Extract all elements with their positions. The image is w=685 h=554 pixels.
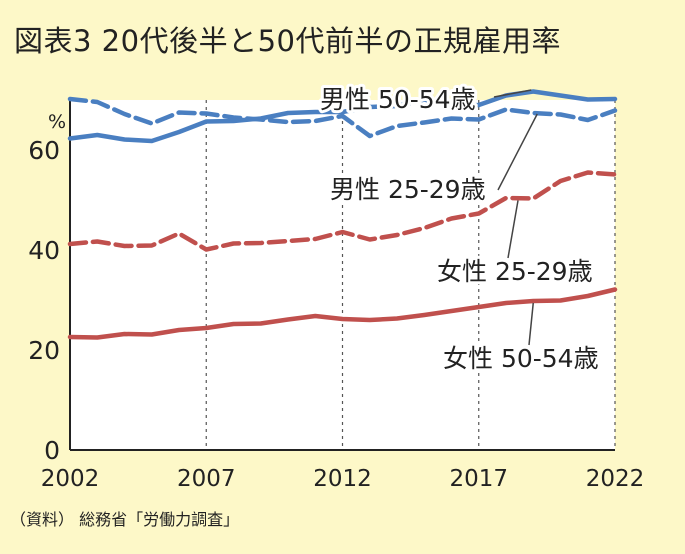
series-label: 女性 25-29歳 xyxy=(437,257,593,286)
series-line-3 xyxy=(67,287,618,340)
series-label: 男性 50-54歳 xyxy=(320,85,476,114)
y-tick-label: 0 xyxy=(44,436,60,465)
leader-lines xyxy=(493,89,538,346)
source-note: （資料） 総務省「労働力調査」 xyxy=(10,510,240,529)
tick-labels: 0 20 40 60% 2002 2007 2012 2017 2022 xyxy=(28,111,644,492)
leader-line xyxy=(507,200,519,259)
leader-line xyxy=(493,89,532,98)
y-tick-label: 20 xyxy=(28,336,60,365)
series-label: 男性 25-29歳 xyxy=(330,175,486,204)
y-tick-label: 40 xyxy=(28,236,60,265)
series-line-0 xyxy=(67,89,618,144)
series-line-2 xyxy=(67,170,618,252)
series-line-1 xyxy=(67,96,618,139)
x-tick-label: 2012 xyxy=(313,466,372,492)
series-lines xyxy=(67,89,618,340)
y-unit-label: % xyxy=(48,111,66,133)
x-tick-label: 2017 xyxy=(449,466,508,492)
axes xyxy=(69,100,615,451)
x-tick-label: 2007 xyxy=(177,466,236,492)
leader-line xyxy=(497,113,538,191)
grid-lines xyxy=(205,100,616,450)
leader-line xyxy=(528,302,534,346)
chart-title: 図表3 20代後半と50代前半の正規雇用率 xyxy=(14,24,561,58)
y-tick-label: 60 xyxy=(28,136,60,165)
x-tick-label: 2022 xyxy=(586,466,645,492)
series-label: 女性 50-54歳 xyxy=(443,344,599,373)
x-tick-label: 2002 xyxy=(41,466,100,492)
